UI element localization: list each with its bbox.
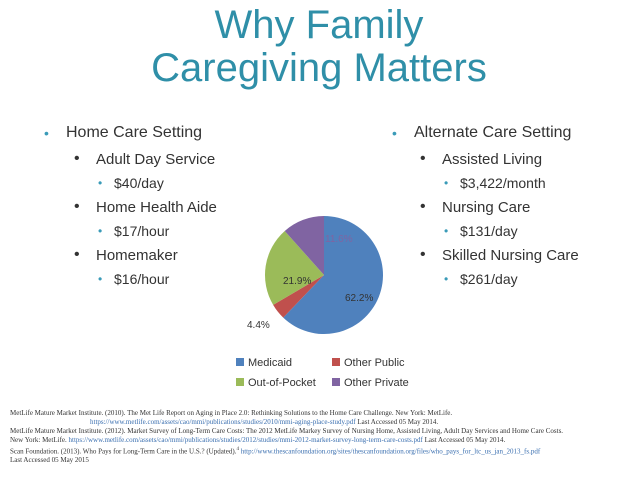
pie-chart: 62.2% 4.4% 21.9% 11.6% Medicaid Other Public… bbox=[236, 216, 409, 389]
left-item-label: Home Health Aide bbox=[96, 199, 217, 216]
pie-slice-out-of-pocket bbox=[264, 230, 324, 305]
reference-line: Last Accessed 05 May 2015 bbox=[10, 456, 89, 465]
bullet-icon: • bbox=[420, 150, 426, 167]
bullet-icon: • bbox=[444, 176, 449, 190]
legend-swatch bbox=[332, 378, 340, 386]
right-item-label: Assisted Living bbox=[442, 151, 543, 168]
bullet-icon: • bbox=[98, 272, 103, 286]
title-line-1: Why Family bbox=[214, 3, 424, 47]
reference-link[interactable]: https://www.metlife.com/assets/cao/mmi/p… bbox=[68, 436, 423, 444]
reference-link[interactable]: https://www.metlife.com/assets/cao/mmi/p… bbox=[90, 418, 356, 426]
reference-text: New York: MetLife. bbox=[10, 436, 67, 444]
right-item-cost: $131/day bbox=[460, 223, 518, 239]
legend-label: Medicaid bbox=[248, 357, 292, 369]
bullet-icon: • bbox=[74, 246, 80, 263]
left-item-label: Adult Day Service bbox=[96, 151, 216, 168]
legend-swatch bbox=[332, 358, 340, 366]
left-item-label: Homemaker bbox=[96, 247, 178, 264]
right-item-cost: $3,422/month bbox=[460, 175, 546, 191]
bullet-icon: • bbox=[420, 246, 426, 263]
reference-line: MetLife Mature Market Institute. (2010).… bbox=[10, 409, 453, 417]
pie-slice-medicaid bbox=[283, 216, 383, 334]
legend-label: Other Private bbox=[344, 377, 409, 389]
pie-slice-other-private bbox=[284, 216, 324, 275]
reference-line: New York: MetLife. https://www.metlife.c… bbox=[10, 436, 630, 445]
bullet-icon: • bbox=[444, 224, 449, 238]
bullet-icon: • bbox=[420, 198, 426, 215]
reference-line: MetLife Mature Market Institute. (2012).… bbox=[10, 427, 564, 435]
reference-line: https://www.metlife.com/assets/cao/mmi/p… bbox=[10, 418, 630, 427]
pie-data-label: 21.9% bbox=[283, 276, 311, 287]
pie-data-label: 11.6% bbox=[325, 234, 353, 245]
reference-text: Last Accessed 05 May 2014. bbox=[424, 436, 506, 444]
legend-swatch bbox=[236, 358, 244, 366]
bullet-icon: • bbox=[44, 125, 49, 141]
bullet-icon: • bbox=[98, 224, 103, 238]
pie-data-label: 4.4% bbox=[247, 320, 270, 331]
bullet-icon: • bbox=[98, 176, 103, 190]
bullet-icon: • bbox=[74, 198, 80, 215]
left-item-cost: $17/hour bbox=[114, 223, 170, 239]
legend-swatch bbox=[236, 378, 244, 386]
left-heading: Home Care Setting bbox=[66, 124, 203, 141]
bullet-icon: • bbox=[444, 272, 449, 286]
left-item-cost: $16/hour bbox=[114, 271, 170, 287]
right-item-label: Skilled Nursing Care bbox=[442, 247, 579, 264]
legend-label: Out-of-Pocket bbox=[248, 377, 316, 389]
reference-superscript: 4 bbox=[236, 447, 239, 452]
reference-line: Scan Foundation. (2013). Who Pays for Lo… bbox=[10, 445, 630, 456]
left-item-cost: $40/day bbox=[114, 175, 164, 191]
reference-link[interactable]: http://www.thescanfoundation.org/sites/t… bbox=[240, 447, 541, 456]
right-heading: Alternate Care Setting bbox=[414, 124, 572, 141]
reference-text: Scan Foundation. (2013). Who Pays for Lo… bbox=[10, 447, 237, 456]
title-line-2: Caregiving Matters bbox=[151, 46, 487, 90]
pie-slice-other-public bbox=[273, 275, 324, 318]
right-item-label: Nursing Care bbox=[442, 199, 531, 216]
right-item-cost: $261/day bbox=[460, 271, 518, 287]
legend-label: Other Public bbox=[344, 357, 405, 369]
references: MetLife Mature Market Institute. (2010).… bbox=[10, 409, 630, 465]
bullet-icon: • bbox=[392, 125, 397, 141]
pie-data-label: 62.2% bbox=[345, 293, 373, 304]
reference-text: Last Accessed 05 May 2014. bbox=[357, 418, 439, 426]
slide-title: Why Family Caregiving Matters bbox=[0, 4, 638, 90]
bullet-icon: • bbox=[74, 150, 80, 167]
